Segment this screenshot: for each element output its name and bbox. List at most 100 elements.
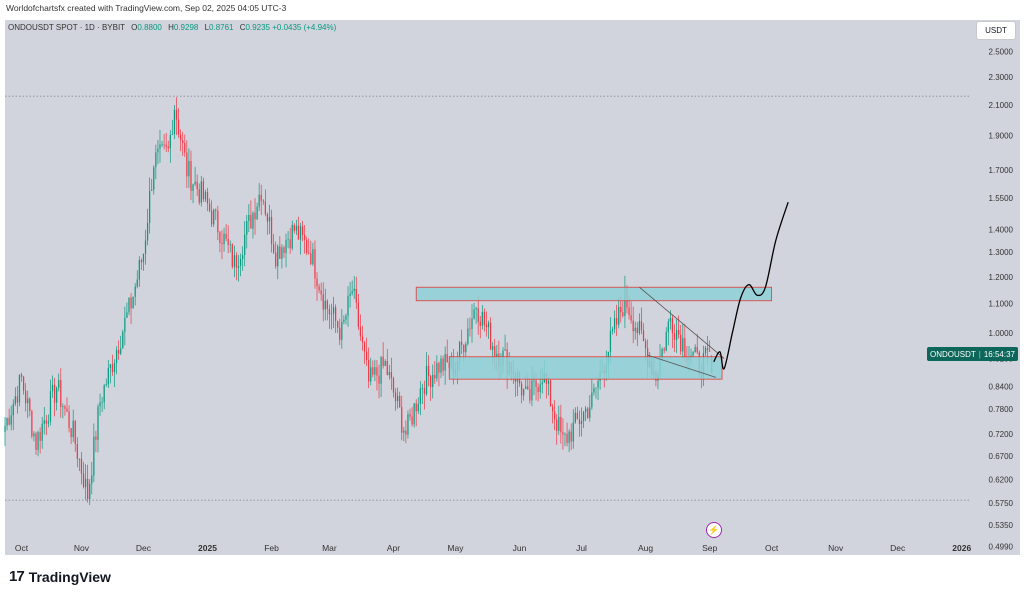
candle-body	[467, 328, 469, 344]
price-tick-label: 2.1000	[989, 101, 1014, 110]
candle-body	[496, 353, 498, 357]
candle-body	[401, 407, 403, 433]
candle-body	[642, 330, 645, 342]
candle-body	[49, 391, 52, 422]
price-tick-label: 0.6700	[989, 452, 1014, 461]
price-tick-label: 2.5000	[989, 47, 1014, 56]
candle-body	[576, 412, 579, 420]
candle-body	[582, 411, 585, 421]
candle-body	[252, 212, 254, 229]
candle-body	[33, 433, 35, 437]
candle-body	[359, 327, 362, 337]
candle-body	[242, 254, 244, 259]
price-axis-area[interactable]	[970, 20, 1020, 555]
price-tick-label: 0.5350	[989, 521, 1014, 530]
candle-body	[665, 331, 667, 351]
candle-body	[475, 308, 477, 310]
candle-body	[186, 152, 188, 177]
candle-body	[396, 395, 399, 402]
candle-body	[477, 308, 479, 322]
candle-body	[138, 260, 140, 280]
candle-body	[250, 215, 252, 229]
price-tick-label: 0.4990	[989, 542, 1014, 551]
candle-body	[270, 216, 273, 245]
time-tick-label: 2025	[198, 543, 217, 553]
candle-body	[244, 234, 246, 255]
candle-body	[29, 398, 31, 411]
time-tick-label: Dec	[890, 543, 906, 553]
candle-body	[43, 420, 45, 424]
tag-separator: |	[978, 349, 981, 359]
candle-body	[169, 134, 171, 149]
candle-body	[51, 384, 54, 392]
candle-body	[188, 160, 190, 177]
lightning-icon[interactable]: ⚡	[706, 522, 722, 538]
candle-body	[196, 181, 198, 190]
candle-body	[126, 312, 128, 318]
time-tick-label: Nov	[74, 543, 90, 553]
trendline	[639, 286, 725, 359]
candle-body	[301, 226, 304, 235]
candle-body	[349, 293, 351, 297]
candle-body	[556, 419, 558, 431]
time-tick-label: 2026	[952, 543, 971, 553]
candle-body	[171, 134, 173, 135]
currency-unit-button[interactable]: USDT	[976, 21, 1016, 40]
time-tick-label: Sep	[702, 543, 717, 553]
candle-body	[494, 346, 496, 357]
candle-body	[134, 286, 136, 297]
candle-body	[616, 318, 618, 325]
candle-body	[192, 184, 194, 191]
candle-body	[289, 239, 291, 249]
candle-body	[405, 430, 407, 435]
candle-body	[618, 307, 620, 325]
candle-body	[266, 214, 269, 222]
candle-body	[667, 321, 669, 332]
candle-body	[184, 143, 186, 153]
candle-body	[56, 387, 58, 403]
candle-body	[332, 307, 335, 314]
candle-body	[124, 317, 126, 332]
candle-body	[35, 433, 37, 450]
candle-body	[390, 372, 393, 379]
tradingview-branding[interactable]: 17 TradingView	[9, 568, 111, 585]
candle-body	[198, 189, 200, 203]
candle-body	[527, 386, 529, 390]
candle-body	[293, 224, 295, 231]
price-tick-label: 1.5500	[989, 194, 1014, 203]
candle-body	[407, 414, 409, 435]
projection[interactable]	[713, 201, 789, 370]
candle-body	[690, 355, 692, 357]
bar-countdown: 16:54:37	[983, 349, 1015, 359]
candle-body	[363, 342, 366, 352]
candle-body	[585, 408, 587, 412]
candle-body	[473, 309, 475, 319]
candle-body	[120, 348, 122, 354]
zones[interactable]	[415, 286, 773, 380]
candle-body	[523, 388, 525, 396]
symbol-legend: ONDOUSDT SPOT · 1D · BYBIT O0.8800 H0.92…	[8, 23, 336, 32]
candle-body	[694, 347, 696, 353]
candle-body	[84, 478, 87, 488]
price-tick-label: 1.0000	[989, 329, 1014, 338]
candle-body	[10, 415, 12, 425]
candle-body	[535, 380, 537, 388]
candle-body	[551, 406, 554, 412]
symbol-label: ONDOUSDT SPOT · 1D · BYBIT	[8, 23, 125, 32]
candle-body	[682, 338, 684, 352]
candle-body	[525, 386, 527, 389]
candle-body	[339, 327, 341, 340]
candle-body	[206, 191, 209, 204]
candle-body	[376, 367, 378, 376]
price-tick-label: 1.4000	[989, 225, 1014, 234]
candle-body	[442, 358, 444, 371]
candle-body	[101, 402, 103, 403]
candle-body	[461, 342, 463, 345]
candle-body	[378, 375, 380, 384]
low-value: 0.8761	[209, 23, 234, 32]
candle-body	[593, 388, 595, 393]
time-tick-label: Aug	[638, 543, 653, 553]
trendlines[interactable]	[639, 286, 725, 378]
candle-body	[318, 286, 320, 291]
